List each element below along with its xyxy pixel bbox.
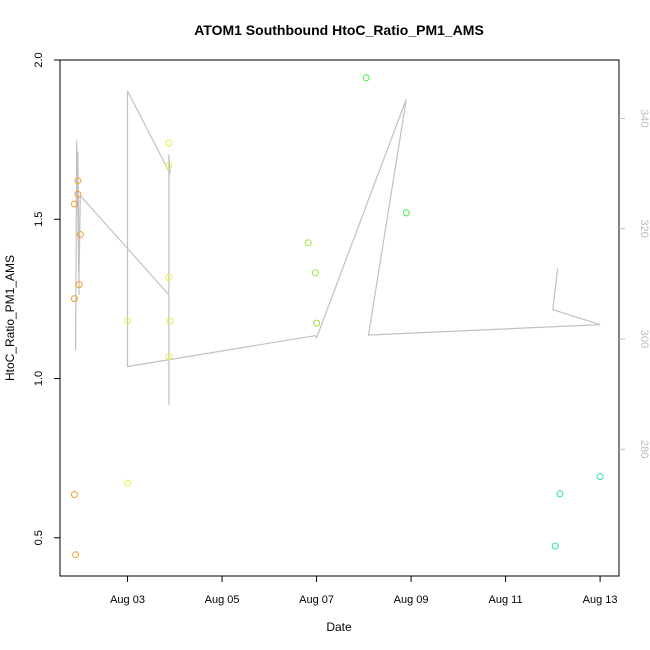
data-point [70,200,78,208]
y-tick-label: 1.0 [33,371,45,386]
data-point [124,479,131,487]
plot-frame [59,59,620,577]
x-tick-label: Aug 11 [489,594,523,606]
x-tick-label: Aug 05 [205,594,240,606]
secondary-series [75,90,601,406]
data-point [70,491,78,498]
data-point [70,295,78,303]
y-tick-label: 0.5 [33,530,45,545]
data-point [402,209,410,217]
data-point [551,542,559,550]
data-point [313,319,321,327]
x-tick-label: Aug 09 [394,594,429,606]
y-tick-label: 2.0 [33,52,45,67]
y-axis-label: HtoC_Ratio_PM1_AMS [3,255,17,381]
y-tick-label: 1.5 [33,212,45,227]
data-point [76,231,84,238]
x-tick-label: Aug 07 [299,594,334,606]
data-point [165,353,173,360]
data-point [556,490,564,498]
scatter-series [70,74,604,559]
data-point [72,551,80,559]
x-tick-label: Aug 03 [110,594,145,606]
data-point [74,190,82,198]
data-point [362,74,370,82]
x-axis-label: Date [326,620,352,634]
x-tick-label: Aug 13 [583,594,618,606]
data-point [166,317,174,325]
data-point [165,139,173,147]
data-point [311,269,319,277]
y2-tick-label: 320 [638,220,650,238]
data-point [124,317,131,325]
y-axis-left: 0.5 1.0 1.5 2.0 [33,52,60,545]
y2-tick-label: 300 [638,330,650,348]
y2-tick-label: 340 [638,109,650,127]
data-point [74,177,82,185]
y2-tick-label: 280 [638,440,650,458]
secondary-line [75,90,601,406]
data-point [75,281,83,289]
data-point [304,239,312,247]
chart-title: ATOM1 Southbound HtoC_Ratio_PM1_AMS [194,22,484,38]
data-point [596,473,604,481]
data-point [165,274,173,281]
data-point [165,162,173,170]
y-axis-right: 280 300 320 340 [619,109,650,458]
x-axis: Aug 03 Aug 05 Aug 07 Aug 09 Aug 11 Aug 13 [110,576,618,606]
